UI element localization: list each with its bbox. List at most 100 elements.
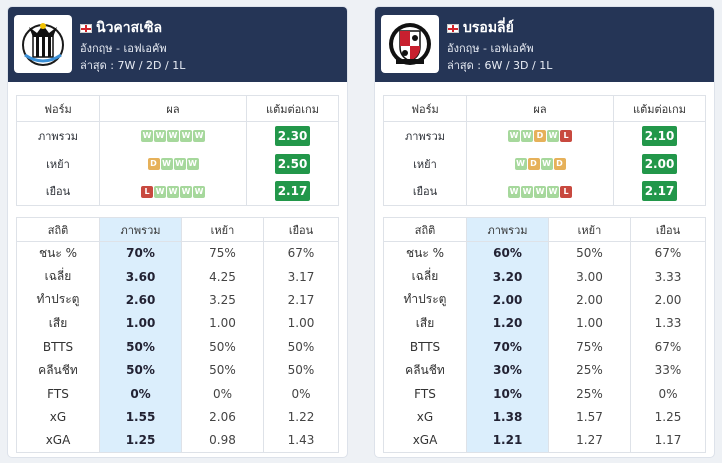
- result-badge[interactable]: W: [534, 185, 546, 198]
- result-badge[interactable]: W: [173, 158, 186, 170]
- stat-home: 50%: [548, 241, 631, 265]
- result-badge[interactable]: W: [521, 185, 533, 198]
- stat-overall: 30%: [466, 358, 549, 382]
- ppg-badge: 2.17: [275, 181, 310, 202]
- overall-header: ภาพรวม: [466, 217, 549, 242]
- form-row: ภาพรวม W W D W L 2.10: [383, 121, 706, 150]
- result-badge[interactable]: L: [560, 130, 572, 143]
- stats-row: FTS 0% 0% 0%: [16, 381, 339, 406]
- stat-home: 1.00: [181, 311, 264, 336]
- bromley-crest-icon[interactable]: [381, 15, 439, 73]
- stat-label: คลีนชีท: [16, 358, 100, 382]
- result-badge[interactable]: W: [160, 158, 173, 170]
- result-badge[interactable]: D: [553, 158, 566, 170]
- stat-away: 1.00: [287, 316, 315, 331]
- stat-away: 3.33: [654, 269, 682, 284]
- newcastle-crest-icon[interactable]: [14, 15, 72, 73]
- result-badge[interactable]: D: [147, 158, 160, 170]
- form-row: เหย้า D W W W 2.50: [16, 149, 339, 178]
- form-row: เยือน W W W W L 2.17: [383, 177, 706, 206]
- stat-home: 75%: [548, 335, 631, 359]
- result-badge[interactable]: W: [547, 185, 559, 198]
- result-badge[interactable]: L: [560, 185, 572, 198]
- result-badge[interactable]: W: [521, 130, 533, 143]
- team-card-home: นิวคาสเซิล อังกฤษ - เอฟเอคัพ ล่าสุด : 7W…: [8, 7, 347, 457]
- stat-home: 1.00: [548, 311, 631, 336]
- result-badge[interactable]: W: [508, 185, 520, 198]
- form-row: เยือน L W W W W 2.17: [16, 177, 339, 206]
- stat-home: 1.27: [548, 428, 631, 453]
- result-header: ผล: [466, 95, 614, 122]
- stat-home: 50%: [181, 358, 264, 382]
- result-badge[interactable]: W: [180, 130, 192, 143]
- stats-row: xGA 1.21 1.27 1.17: [383, 428, 706, 453]
- ppg-badge: 2.00: [642, 153, 677, 174]
- result-badge[interactable]: W: [154, 130, 166, 143]
- stat-overall: 1.55: [99, 405, 182, 429]
- stat-away: 67%: [654, 246, 682, 261]
- stats-row: เสีย 1.20 1.00 1.33: [383, 311, 706, 336]
- team-header: นิวคาสเซิล อังกฤษ - เอฟเอคัพ ล่าสุด : 7W…: [8, 7, 347, 82]
- team-name[interactable]: นิวคาสเซิล: [80, 17, 162, 39]
- away-header: เยือน: [630, 217, 706, 242]
- ppg-cell: 2.30: [247, 122, 339, 150]
- form-row-label: ภาพรวม: [383, 121, 467, 150]
- result-badge[interactable]: W: [167, 185, 179, 198]
- result-badge[interactable]: W: [186, 158, 199, 170]
- form-header: ฟอร์ม: [383, 95, 467, 122]
- stat-overall: 60%: [466, 241, 549, 265]
- form-row: ภาพรวม W W W W W 2.30: [16, 121, 339, 150]
- stat-overall: 1.38: [466, 405, 549, 429]
- stat-overall: 70%: [99, 241, 182, 265]
- stats-row: ทำประตู 2.00 2.00 2.00: [383, 288, 706, 312]
- league-label: อังกฤษ - เอฟเอคัพ: [447, 42, 534, 55]
- result-badge[interactable]: W: [508, 130, 520, 143]
- form-table: ฟอร์ม ผล แต้มต่อเกม ภาพรวม W W D W L 2.10 เหย้า…: [383, 95, 706, 206]
- team-header: บรอมลี่ย์ อังกฤษ - เอฟเอคัพ ล่าสุด : 6W …: [375, 7, 714, 82]
- stat-away: 0%: [291, 386, 311, 401]
- stat-home: 2.06: [181, 405, 264, 429]
- team-name-label[interactable]: นิวคาสเซิล: [96, 20, 163, 36]
- stat-home: 0%: [181, 381, 264, 406]
- stat-overall: 2.00: [466, 288, 549, 312]
- ppg-cell: 2.00: [614, 150, 706, 178]
- result-badge[interactable]: L: [141, 185, 153, 198]
- result-badge[interactable]: W: [141, 130, 153, 143]
- stats-table: สถิติ ภาพรวม เหย้า เยือน ชนะ % 60% 50% 67% เ…: [383, 217, 706, 453]
- form-table: ฟอร์ม ผล แต้มต่อเกม ภาพรวม W W W W W 2.30 เหย้า…: [16, 95, 339, 206]
- stat-away: 1.17: [654, 433, 682, 448]
- stat-label: เฉลี่ย: [383, 264, 467, 289]
- stat-label: xG: [16, 405, 100, 429]
- stat-label: BTTS: [16, 335, 100, 359]
- result-badge[interactable]: D: [527, 158, 540, 170]
- form-rows: ภาพรวม W W D W L 2.10 เหย้า W D W D 2.00 เยือน W W W W L 2.…: [383, 121, 706, 206]
- result-badge[interactable]: W: [540, 158, 553, 170]
- stats-row: xG 1.55 2.06 1.22: [16, 405, 339, 429]
- result-badge[interactable]: W: [193, 130, 205, 143]
- form-row-label: เยือน: [16, 177, 100, 206]
- stats-rows: ชนะ % 60% 50% 67% เฉลี่ย 3.20 3.00 3.33 ทำประตู 2…: [383, 241, 706, 453]
- result-badge[interactable]: W: [154, 185, 166, 198]
- result-badge[interactable]: W: [547, 130, 559, 143]
- stat-label: ทำประตู: [16, 288, 100, 312]
- stat-away: 50%: [287, 363, 315, 378]
- result-badge[interactable]: W: [167, 130, 179, 143]
- stat-overall: 1.20: [466, 311, 549, 336]
- ppg-badge: 2.10: [642, 125, 677, 146]
- stat-away: 50%: [287, 339, 315, 354]
- league-label: อังกฤษ - เอฟเอคัพ: [80, 42, 167, 55]
- team-name-label[interactable]: บรอมลี่ย์: [463, 20, 514, 36]
- result-badge[interactable]: W: [514, 158, 527, 170]
- overall-header: ภาพรวม: [99, 217, 182, 242]
- stat-label: เฉลี่ย: [16, 264, 100, 289]
- stats-row: ชนะ % 60% 50% 67%: [383, 241, 706, 265]
- result-badge[interactable]: W: [180, 185, 192, 198]
- ppg-header: แต้มต่อเกม: [613, 95, 706, 122]
- stat-overall: 70%: [466, 335, 549, 359]
- result-badge[interactable]: W: [193, 185, 205, 198]
- result-badge[interactable]: D: [534, 130, 546, 143]
- team-name[interactable]: บรอมลี่ย์: [447, 17, 514, 39]
- stat-label: xGA: [16, 428, 100, 453]
